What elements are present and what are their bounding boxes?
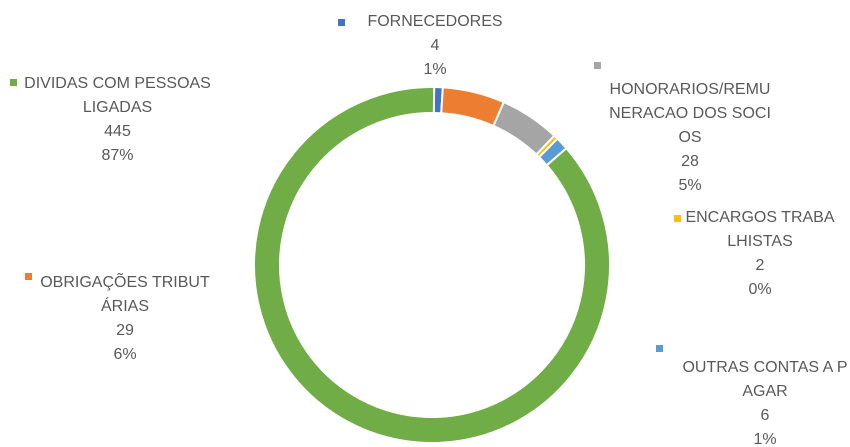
- value-label: 2: [755, 257, 765, 274]
- data-label: OBRIGAÇÕES TRIBUTÁRIAS 29 6%: [40, 271, 210, 367]
- value-label: 4: [430, 37, 440, 54]
- percent-label: 6%: [113, 346, 137, 363]
- legend-marker: [594, 62, 601, 69]
- category-label: FORNECEDORES: [367, 13, 503, 30]
- slice: [440, 86, 506, 128]
- data-label: HONORARIOS/REMUNERACAO DOS SOCIOS 28 5%: [605, 78, 775, 198]
- data-label: FORNECEDORES 4 1%: [345, 10, 525, 82]
- data-label: DIVIDAS COM PESSOAS LIGADAS 445 87%: [20, 72, 215, 168]
- slice: [253, 86, 611, 444]
- legend-marker: [10, 79, 17, 86]
- category-label: OUTRAS CONTAS A PAGAR: [682, 359, 848, 400]
- legend-marker: [25, 273, 32, 280]
- percent-label: 87%: [101, 147, 134, 164]
- category-label: OBRIGAÇÕES TRIBUTÁRIAS: [40, 274, 210, 315]
- percent-label: 1%: [753, 431, 777, 447]
- value-label: 445: [104, 123, 131, 140]
- percent-label: 5%: [678, 177, 702, 194]
- legend-marker: [338, 19, 345, 26]
- category-label: ENCARGOS TRABALHISTAS: [685, 209, 835, 250]
- data-label: OUTRAS CONTAS A PAGAR 6 1%: [680, 356, 850, 447]
- legend-marker: [656, 345, 663, 352]
- category-label: HONORARIOS/REMUNERACAO DOS SOCIOS: [609, 81, 771, 146]
- category-label: DIVIDAS COM PESSOAS LIGADAS: [24, 75, 211, 116]
- percent-label: 0%: [748, 281, 772, 298]
- value-label: 29: [116, 322, 134, 339]
- percent-label: 1%: [423, 61, 447, 78]
- value-label: 6: [760, 407, 770, 424]
- data-label: ENCARGOS TRABALHISTAS 2 0%: [685, 206, 835, 302]
- value-label: 28: [681, 153, 699, 170]
- legend-marker: [674, 215, 681, 222]
